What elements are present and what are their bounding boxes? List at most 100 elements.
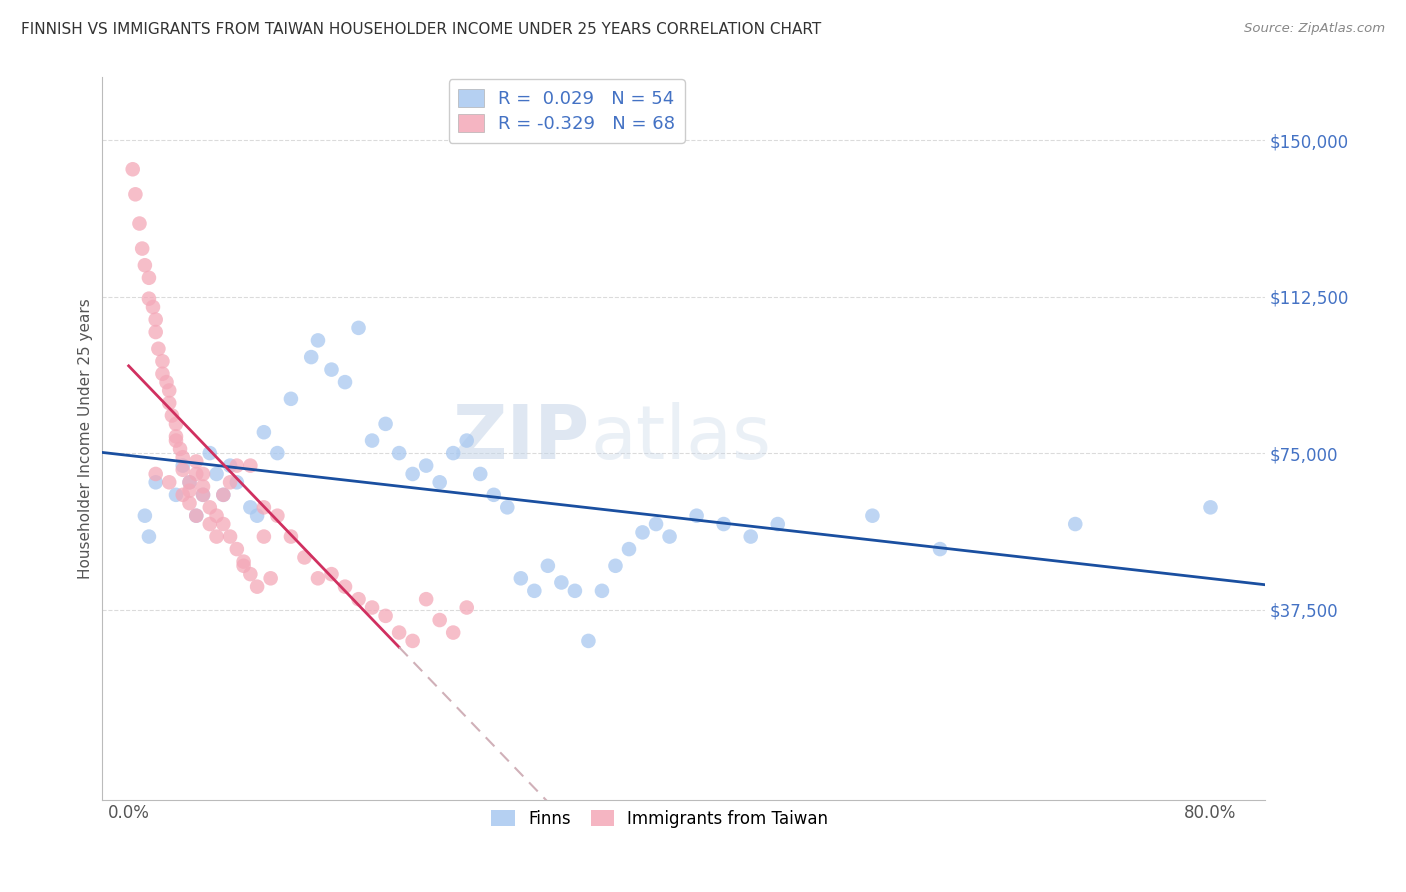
Point (253, 425, 276, 440)
Point (131, 242, 153, 256)
Point (307, 334, 329, 348)
Point (186, 467, 208, 481)
Point (160, 409, 183, 423)
Point (219, 530, 242, 544)
Point (361, 434, 384, 448)
Point (388, 625, 411, 640)
Point (929, 542, 952, 557)
Point (658, 530, 681, 544)
Point (198, 500, 221, 515)
Point (191, 479, 214, 493)
Point (374, 417, 396, 431)
Point (225, 458, 247, 473)
Point (470, 467, 492, 481)
Point (172, 450, 194, 465)
Point (253, 530, 276, 544)
Point (225, 475, 247, 490)
Point (165, 429, 187, 443)
Point (259, 571, 281, 585)
Point (186, 454, 208, 468)
Point (169, 442, 191, 456)
Point (165, 417, 187, 431)
Point (225, 542, 247, 557)
Point (347, 321, 370, 335)
Point (1199, 500, 1222, 515)
Point (740, 530, 762, 544)
Point (191, 488, 214, 502)
Point (219, 458, 242, 473)
Point (152, 367, 174, 381)
Point (138, 292, 160, 306)
Point (239, 500, 262, 515)
Point (198, 516, 221, 531)
Point (205, 508, 228, 523)
Point (605, 558, 627, 573)
Point (456, 600, 478, 615)
Point (219, 475, 242, 490)
Point (191, 488, 214, 502)
Point (415, 458, 437, 473)
Point (152, 354, 174, 368)
Point (172, 488, 194, 502)
Point (361, 600, 384, 615)
Point (860, 508, 883, 523)
Point (617, 542, 640, 557)
Point (191, 467, 214, 481)
Point (307, 571, 329, 585)
Point (155, 375, 177, 389)
Point (645, 516, 668, 531)
Point (165, 434, 187, 448)
Point (347, 592, 370, 607)
Point (128, 217, 150, 231)
Point (321, 567, 343, 582)
Point (179, 483, 201, 498)
Point (124, 187, 146, 202)
Text: ZIP: ZIP (453, 402, 591, 475)
Point (157, 475, 180, 490)
Point (591, 583, 613, 598)
Point (564, 583, 586, 598)
Point (186, 508, 208, 523)
Point (713, 516, 735, 531)
Point (1064, 516, 1087, 531)
Point (766, 516, 789, 531)
Point (246, 508, 269, 523)
Legend: Finns, Immigrants from Taiwan: Finns, Immigrants from Taiwan (485, 803, 835, 835)
Text: Source: ZipAtlas.com: Source: ZipAtlas.com (1244, 22, 1385, 36)
Point (509, 571, 531, 585)
Point (578, 634, 600, 648)
Point (157, 384, 180, 398)
Point (232, 555, 254, 569)
Point (456, 434, 478, 448)
Point (333, 375, 356, 389)
Point (482, 488, 505, 502)
Point (142, 300, 165, 314)
Point (239, 567, 262, 582)
Point (138, 270, 160, 285)
Text: atlas: atlas (591, 402, 770, 475)
Point (134, 508, 156, 523)
Point (179, 475, 201, 490)
Point (333, 580, 356, 594)
Point (212, 488, 235, 502)
Point (205, 467, 228, 481)
Point (441, 625, 464, 640)
Point (179, 475, 201, 490)
Point (145, 325, 167, 339)
Point (172, 463, 194, 477)
Y-axis label: Householder Income Under 25 years: Householder Income Under 25 years (79, 298, 93, 579)
Point (134, 258, 156, 272)
Point (145, 467, 167, 481)
Point (239, 458, 262, 473)
Point (212, 516, 235, 531)
Point (165, 488, 187, 502)
Point (157, 396, 180, 410)
Point (232, 558, 254, 573)
Point (429, 475, 451, 490)
Point (266, 446, 288, 460)
Point (205, 530, 228, 544)
Point (631, 525, 654, 540)
Point (280, 530, 302, 544)
Point (246, 580, 269, 594)
Point (537, 558, 560, 573)
